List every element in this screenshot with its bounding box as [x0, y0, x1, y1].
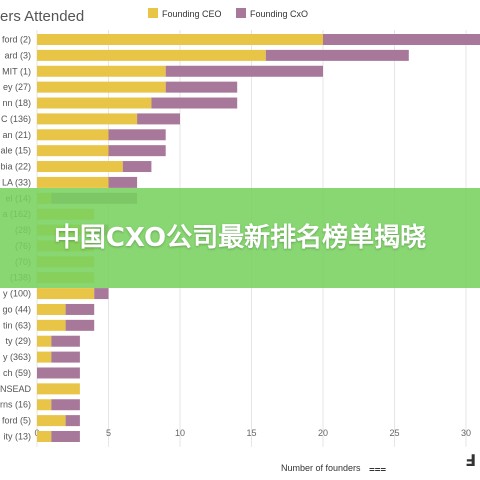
- category-label-2: MIT (1): [2, 66, 31, 76]
- brand-logo: Ⅎ: [465, 451, 476, 470]
- category-label-16: y (100): [3, 289, 31, 299]
- x-tick-label-1: 5: [106, 428, 111, 438]
- bar-cxo-16: [94, 288, 109, 300]
- x-tick-label-3: 15: [246, 428, 256, 438]
- category-label-5: C (136): [1, 114, 31, 124]
- x-tick-label-6: 30: [461, 428, 471, 438]
- legend-label-1: Founding CxO: [250, 9, 308, 19]
- bar-ceo-23: [37, 399, 52, 411]
- category-label-1: ard (3): [4, 50, 31, 60]
- bar-cxo-5: [137, 113, 180, 125]
- category-label-18: tin (63): [3, 320, 31, 330]
- category-label-6: an (21): [2, 130, 31, 140]
- bar-cxo-6: [108, 129, 166, 141]
- category-label-9: LA (33): [2, 177, 31, 187]
- bar-ceo-20: [37, 351, 52, 363]
- bar-ceo-6: [37, 129, 109, 141]
- category-label-7: ale (15): [0, 146, 31, 156]
- bar-cxo-17: [65, 303, 95, 315]
- bar-ceo-9: [37, 176, 109, 188]
- bar-cxo-4: [151, 97, 238, 109]
- bar-ceo-3: [37, 81, 166, 93]
- bar-ceo-1: [37, 49, 266, 61]
- chart-title: ers Attended: [0, 8, 84, 25]
- bar-ceo-22: [37, 383, 80, 395]
- bar-cxo-25: [51, 431, 80, 442]
- legend-swatch-1: [236, 8, 246, 18]
- x-tick-label-2: 10: [175, 428, 185, 438]
- bar-ceo-4: [37, 97, 152, 109]
- bar-ceo-0: [37, 34, 323, 45]
- legend-swatch-0: [148, 8, 158, 18]
- bar-cxo-1: [265, 49, 409, 61]
- category-label-21: ch (59): [3, 368, 31, 378]
- title-banner: 中国CXO公司最新排名榜单揭晓: [0, 188, 480, 288]
- category-label-17: go (44): [2, 304, 31, 314]
- category-label-0: ford (2): [2, 35, 31, 45]
- x-axis-label: Number of founders: [281, 463, 361, 473]
- x-tick-label-5: 25: [389, 428, 399, 438]
- bar-ceo-5: [37, 113, 138, 125]
- bar-cxo-19: [51, 335, 80, 347]
- bar-ceo-16: [37, 288, 95, 300]
- category-label-20: y (363): [3, 352, 31, 362]
- bar-cxo-0: [323, 34, 480, 45]
- x-tick-label-4: 20: [318, 428, 328, 438]
- legend-label-0: Founding CEO: [162, 9, 222, 19]
- bar-ceo-25: [37, 431, 52, 442]
- bar-ceo-18: [37, 319, 66, 331]
- bar-ceo-8: [37, 161, 123, 173]
- category-label-22: NSEAD: [0, 384, 31, 394]
- category-label-8: bia (22): [0, 162, 31, 172]
- category-label-23: rns (16): [0, 400, 31, 410]
- category-label-19: ty (29): [5, 336, 31, 346]
- bar-cxo-8: [122, 161, 152, 173]
- category-label-4: nn (18): [2, 98, 31, 108]
- bar-cxo-9: [108, 176, 138, 188]
- category-label-24: ford (5): [2, 416, 31, 426]
- category-label-3: ey (27): [3, 82, 31, 92]
- bar-cxo-18: [65, 319, 95, 331]
- bar-cxo-21: [37, 367, 80, 379]
- bar-cxo-23: [51, 399, 80, 411]
- bar-ceo-7: [37, 145, 109, 157]
- sort-icon: ⩶: [369, 464, 386, 475]
- bar-cxo-3: [165, 81, 238, 93]
- bar-cxo-2: [165, 65, 323, 77]
- bar-ceo-19: [37, 335, 52, 347]
- category-label-25: ity (13): [3, 432, 31, 442]
- bar-cxo-24: [65, 415, 80, 427]
- banner-text: 中国CXO公司最新排名榜单揭晓: [53, 223, 427, 253]
- bar-ceo-2: [37, 65, 166, 77]
- bar-cxo-7: [108, 145, 166, 157]
- bar-ceo-17: [37, 303, 66, 315]
- bar-cxo-20: [51, 351, 80, 363]
- bar-ceo-24: [37, 415, 66, 427]
